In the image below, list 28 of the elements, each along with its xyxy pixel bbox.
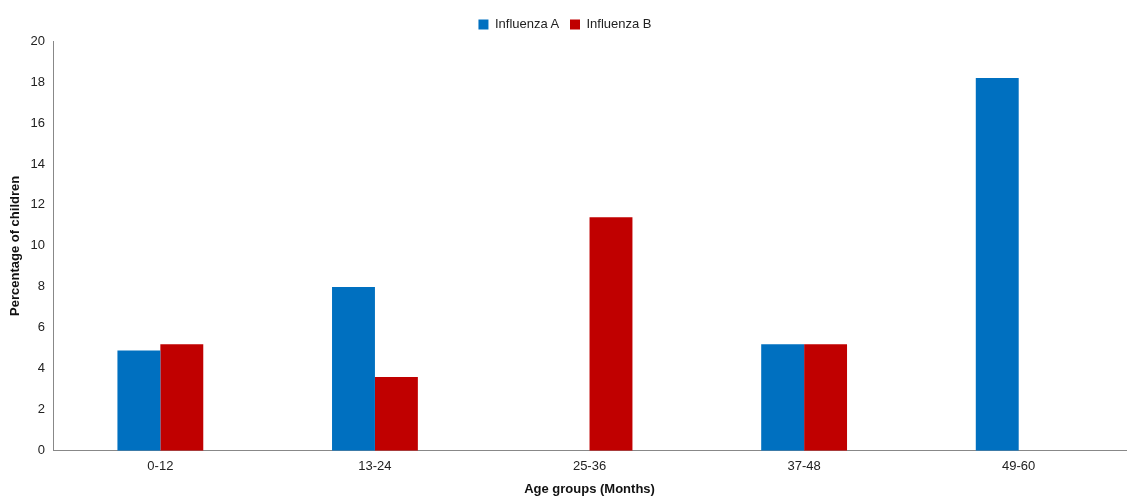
bar: [804, 344, 848, 451]
bar: [160, 344, 204, 451]
y-axis-title: Percentage of children: [7, 175, 23, 316]
y-tick-label: 16: [30, 114, 46, 130]
y-tick-label: 14: [30, 155, 46, 171]
y-tick-label: 20: [30, 32, 46, 48]
bar: [761, 344, 805, 451]
x-tick-label: 25-36: [572, 458, 607, 474]
y-tick-label: 6: [37, 319, 46, 335]
legend-label: Influenza A: [494, 16, 560, 32]
y-tick-label: 8: [37, 278, 46, 294]
bar: [975, 77, 1019, 451]
y-tick-label: 12: [30, 196, 46, 212]
bar: [374, 377, 418, 451]
bar: [332, 286, 375, 451]
y-tick-label: 18: [30, 73, 46, 89]
y-tick-label: 10: [30, 237, 46, 253]
y-tick-label: 0: [37, 442, 46, 458]
x-tick-label: 37-48: [787, 458, 821, 474]
x-tick-label: 13-24: [358, 458, 392, 474]
legend-label: Influenza B: [586, 16, 652, 32]
bar: [589, 217, 633, 451]
x-tick-label: 0-12: [147, 458, 174, 474]
x-axis-title: Age groups (Months): [524, 480, 655, 496]
y-tick-label: 2: [37, 401, 46, 417]
x-tick-label: 49-60: [1002, 458, 1036, 474]
y-tick-label: 4: [37, 360, 46, 376]
bar: [117, 350, 161, 451]
